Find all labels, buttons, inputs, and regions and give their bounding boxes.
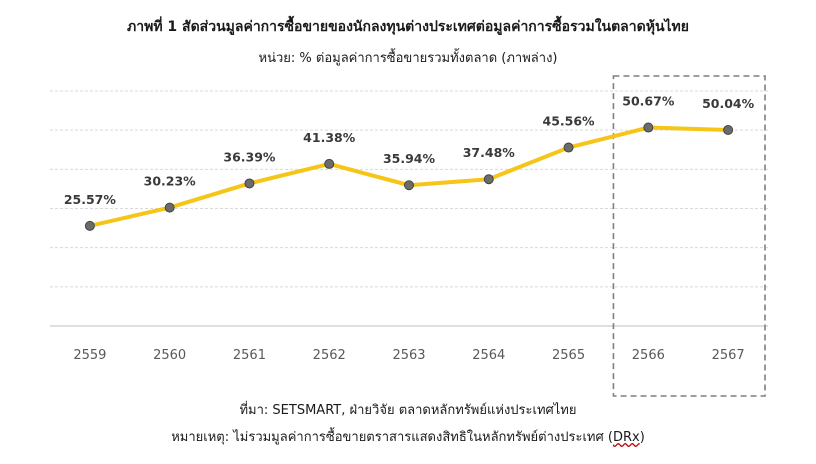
x-tick-label-2563: 2563 — [392, 348, 425, 363]
data-point-2563 — [404, 180, 414, 191]
data-label-2562: 41.38% — [303, 130, 356, 145]
data-label-2564: 37.48% — [463, 145, 516, 160]
data-point-2560 — [164, 202, 175, 213]
x-tick-label-2560: 2560 — [153, 348, 186, 363]
data-label-2567: 50.04% — [702, 96, 755, 111]
data-labels: 25.57% 30.23% 36.39% 41.38% 35.94% 37.48% 45.5… — [64, 94, 755, 207]
data-point-2561 — [244, 178, 255, 189]
chart-title: ภาพที่ 1 สัดส่วนมูลค่าการซื้อขายของนักลง… — [127, 19, 689, 35]
footnote-term: DRx — [612, 430, 640, 445]
x-tick-label-2567: 2567 — [712, 348, 745, 363]
x-tick-label-2559: 2559 — [73, 348, 106, 363]
footnote-prefix: หมายเหตุ: ไม่รวมมูลค่าการซื้อขายตราสารแส… — [171, 430, 613, 445]
data-point-2559 — [84, 220, 95, 231]
footnote-suffix: ) — [639, 430, 645, 445]
data-point-2565 — [563, 142, 574, 153]
data-point-2564 — [483, 174, 494, 185]
data-label-2561: 36.39% — [223, 149, 276, 164]
data-label-2560: 30.23% — [144, 174, 197, 189]
x-tick-label-2564: 2564 — [472, 348, 505, 363]
chart-subtitle: หน่วย: % ต่อมูลค่าการซื้อขายรวมทั้งตลาด … — [258, 51, 558, 66]
x-tick-label-2566: 2566 — [632, 348, 665, 363]
data-label-2563: 35.94% — [383, 151, 436, 166]
data-label-2566: 50.67% — [622, 94, 675, 109]
data-point-2562 — [324, 158, 335, 169]
data-label-2559: 25.57% — [64, 192, 117, 207]
x-tick-label-2565: 2565 — [552, 348, 585, 363]
source-note: ที่มา: SETSMART, ฝ่ายวิจัย ตลาดหลักทรัพย… — [239, 403, 577, 418]
highlight-box — [612, 75, 766, 397]
line-chart: 25.57% 30.23% 36.39% 41.38% 35.94% 37.48% 45.5… — [50, 75, 768, 397]
gridlines — [50, 90, 768, 327]
series-group — [84, 122, 734, 231]
data-label-2565: 45.56% — [543, 114, 596, 129]
footnote: หมายเหตุ: ไม่รวมมูลค่าการซื้อขายตราสารแส… — [0, 426, 816, 447]
x-tick-label-2561: 2561 — [233, 348, 266, 363]
x-axis-ticks: 2559 2560 2561 2562 2563 2564 2565 2566 2567 — [73, 348, 744, 363]
data-point-2566 — [643, 122, 654, 133]
highlight-box-rect — [612, 75, 766, 397]
data-point-2567 — [723, 125, 734, 136]
x-tick-label-2562: 2562 — [313, 348, 346, 363]
